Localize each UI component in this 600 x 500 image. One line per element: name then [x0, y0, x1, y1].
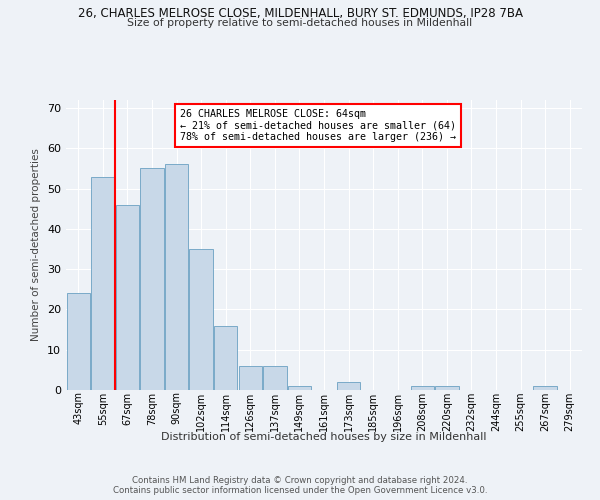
Bar — [435, 386, 458, 390]
Text: Size of property relative to semi-detached houses in Mildenhall: Size of property relative to semi-detach… — [127, 18, 473, 28]
Text: Distribution of semi-detached houses by size in Mildenhall: Distribution of semi-detached houses by … — [161, 432, 487, 442]
Bar — [165, 164, 188, 390]
Bar — [140, 168, 164, 390]
Bar — [116, 204, 139, 390]
Bar — [214, 326, 238, 390]
Y-axis label: Number of semi-detached properties: Number of semi-detached properties — [31, 148, 41, 342]
Bar — [263, 366, 287, 390]
Bar — [288, 386, 311, 390]
Bar — [190, 249, 213, 390]
Bar — [410, 386, 434, 390]
Bar — [91, 176, 115, 390]
Bar — [337, 382, 360, 390]
Text: Contains HM Land Registry data © Crown copyright and database right 2024.
Contai: Contains HM Land Registry data © Crown c… — [113, 476, 487, 495]
Text: 26 CHARLES MELROSE CLOSE: 64sqm
← 21% of semi-detached houses are smaller (64)
7: 26 CHARLES MELROSE CLOSE: 64sqm ← 21% of… — [179, 108, 455, 142]
Bar — [239, 366, 262, 390]
Bar — [67, 294, 90, 390]
Text: 26, CHARLES MELROSE CLOSE, MILDENHALL, BURY ST. EDMUNDS, IP28 7BA: 26, CHARLES MELROSE CLOSE, MILDENHALL, B… — [77, 8, 523, 20]
Bar — [533, 386, 557, 390]
